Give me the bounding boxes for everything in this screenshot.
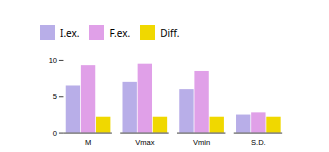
svg-text:S.D.: S.D.: [251, 138, 266, 147]
svg-text:10: 10: [49, 56, 57, 65]
svg-text:Vmax: Vmax: [135, 138, 155, 147]
html-text:F.ex.: F.ex.: [109, 25, 131, 40]
svg-text:Vmin: Vmin: [193, 138, 210, 147]
svg-text:0: 0: [53, 129, 57, 138]
html-text:Diff.: Diff.: [160, 25, 180, 40]
html-text:I.ex.: I.ex.: [60, 25, 80, 40]
svg-text:5: 5: [53, 92, 57, 101]
svg-text:M: M: [85, 138, 91, 147]
